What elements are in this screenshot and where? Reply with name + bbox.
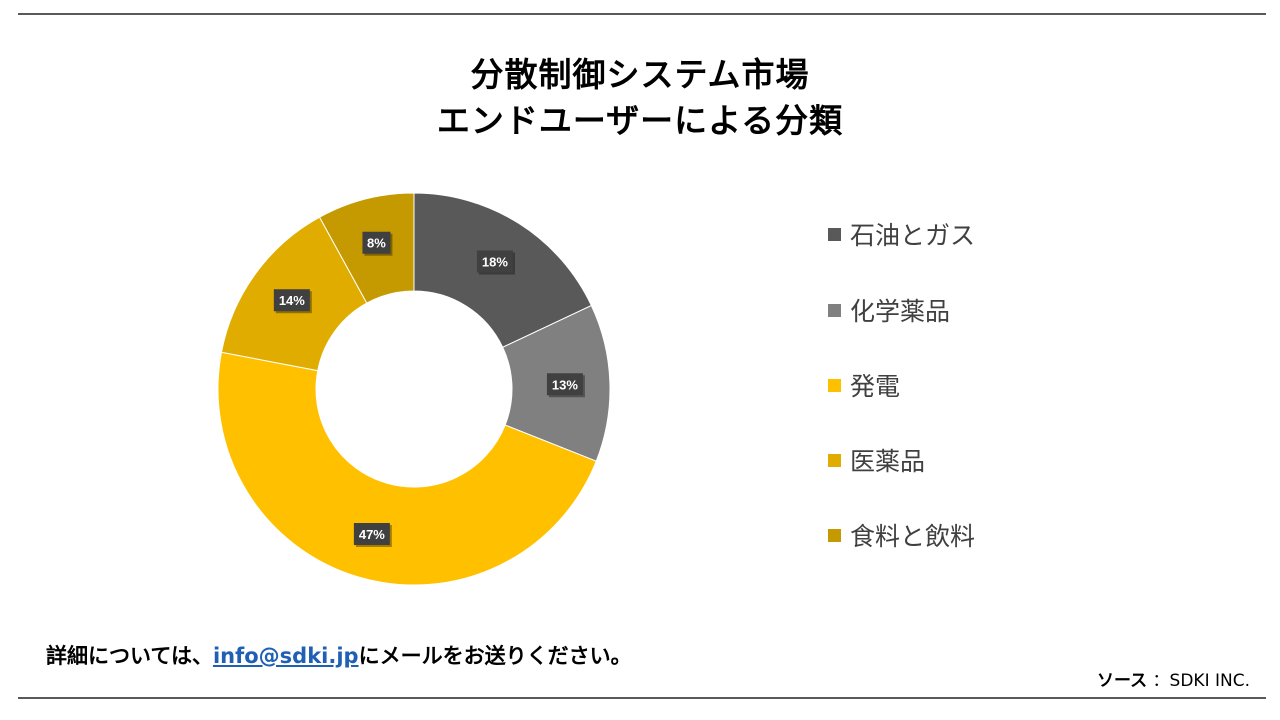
legend-swatch	[828, 227, 841, 241]
chart-title-line1: 分散制御システム市場	[470, 55, 810, 94]
legend-swatch	[828, 528, 841, 542]
legend-swatch	[828, 378, 841, 392]
legend-swatch	[828, 453, 841, 467]
bottom-rule	[18, 697, 1266, 699]
data-label: 14%	[273, 289, 312, 314]
donut-slice	[217, 351, 597, 586]
data-label: 18%	[476, 250, 515, 275]
svg-text:13%: 13%	[552, 377, 578, 392]
svg-text:14%: 14%	[279, 293, 305, 308]
data-label: 13%	[546, 373, 585, 398]
data-label: 8%	[362, 231, 393, 256]
legend-item-pharma: 医薬品	[828, 440, 925, 480]
top-rule	[18, 13, 1266, 15]
legend-label: 化学薬品	[850, 297, 951, 326]
data-label: 47%	[353, 523, 392, 548]
legend-label: 発電	[850, 372, 901, 401]
legend-item-chemicals: 化学薬品	[828, 290, 950, 330]
chart-title-line2: エンドユーザーによる分類	[436, 101, 844, 140]
legend-item-power: 発電	[828, 365, 900, 405]
chart-title: 分散制御システム市場 エンドユーザーによる分類	[0, 52, 1280, 144]
legend-item-oil-gas: 石油とガス	[828, 214, 975, 254]
legend-label: 石油とガス	[850, 221, 976, 250]
svg-text:47%: 47%	[359, 527, 385, 542]
legend-swatch	[828, 303, 841, 317]
contact-note-suffix: にメールをお送りください。	[358, 644, 632, 668]
svg-text:18%: 18%	[482, 255, 508, 270]
email-link[interactable]: info@sdki.jp	[212, 644, 359, 668]
legend-label: 食料と飲料	[850, 522, 976, 551]
svg-text:8%: 8%	[367, 236, 386, 251]
source-label: ソース	[1096, 671, 1148, 691]
contact-note: 詳細については、info@sdki.jpにメールをお送りください。	[46, 640, 632, 670]
source-value: ：SDKI INC.	[1152, 671, 1250, 691]
source-credit: ソース ：SDKI INC.	[1097, 666, 1250, 691]
contact-note-prefix: 詳細については、	[46, 644, 213, 668]
legend-label: 医薬品	[850, 447, 926, 476]
legend-item-food-beverage: 食料と飲料	[828, 515, 975, 555]
